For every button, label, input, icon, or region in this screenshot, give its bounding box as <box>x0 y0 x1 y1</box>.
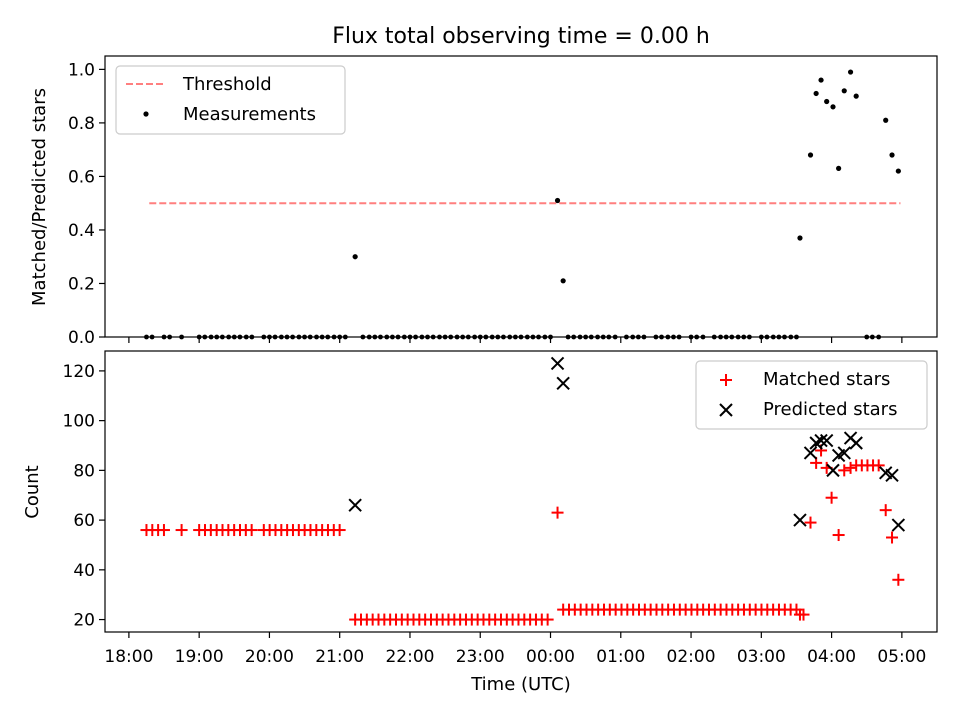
measurement-point <box>807 152 814 158</box>
bottom-x-ticks: 18:00 19:00 20:00 21:00 22:00 23:00 00:00 01:00… <box>104 632 926 667</box>
predicted-star-point <box>819 433 834 448</box>
measurement-point <box>841 88 847 94</box>
bottom-y-tick-label: 80 <box>73 461 95 481</box>
matched-star-point <box>175 524 188 537</box>
matched-star-point <box>838 464 851 477</box>
bottom-y-tick-label: 60 <box>73 511 95 531</box>
bottom-legend-box <box>695 360 928 430</box>
bottom-x-tick-label: 00:00 <box>526 647 575 667</box>
bottom-y-tick-label: 20 <box>73 611 95 631</box>
measurement-point <box>847 69 854 75</box>
bottom-y-tick-label: 100 <box>63 412 95 432</box>
matched-star-point <box>541 613 554 626</box>
measurement-point <box>830 104 836 110</box>
predicted-star-point <box>849 436 863 450</box>
bottom-x-tick-label: 03:00 <box>737 647 786 667</box>
predicted-star-point <box>826 463 840 478</box>
measurement-point <box>895 168 901 174</box>
predicted-star-point <box>814 433 828 448</box>
bottom-x-tick-label: 22:00 <box>385 647 434 667</box>
measurement-point <box>554 197 561 204</box>
top-plot-frame <box>104 55 938 338</box>
bottom-x-tick-label: 05:00 <box>877 647 926 667</box>
matched-star-point <box>892 573 905 586</box>
measurement-point <box>560 278 566 284</box>
predicted-star-point <box>837 446 851 460</box>
bottom-x-tick-label: 19:00 <box>175 647 224 667</box>
matched-star-point <box>797 608 810 621</box>
legend-threshold-label: Threshold <box>182 74 272 95</box>
bottom-y-tick-label: 120 <box>63 362 95 382</box>
legend-predicted-label: Predicted stars <box>763 399 897 420</box>
top-title: Flux total observing time = 0.00 h <box>332 24 710 49</box>
top-y-tick-label: 0.8 <box>68 114 95 134</box>
legend-measurements-label: Measurements <box>183 104 316 125</box>
legend-matched-swatch <box>720 374 732 386</box>
bottom-x-tick-label: 21:00 <box>315 647 364 667</box>
predicted-star-point <box>556 376 570 391</box>
top-y-tick-label: 0.6 <box>68 167 95 187</box>
matched-star-point <box>872 459 885 472</box>
bottom-y-axis-label: Count <box>22 465 43 518</box>
measurement-point <box>836 165 842 171</box>
measurement-point <box>352 254 358 260</box>
matched-star-point <box>844 461 857 474</box>
bottom-x-tick-label: 20:00 <box>245 647 294 667</box>
predicted-star-point <box>550 356 565 371</box>
top-y-ticks: 0.0 0.2 0.4 0.6 0.8 1.0 <box>68 60 105 348</box>
bottom-panel: 20 40 60 80 100 120 18:00 19:00 20:00 21:00 22:00… <box>22 350 938 695</box>
bottom-x-tick-label: 01:00 <box>596 647 645 667</box>
bottom-x-tick-label: 02:00 <box>667 647 716 667</box>
measurement-point <box>813 90 819 97</box>
predicted-star-point <box>885 468 899 483</box>
top-y-tick-label: 0.4 <box>68 221 95 241</box>
bottom-x-tick-label: 18:00 <box>104 647 153 667</box>
bottom-y-tick-label: 40 <box>73 561 95 581</box>
legend-measurements-swatch <box>143 111 149 117</box>
matched-star-point <box>804 516 817 529</box>
bottom-plot-frame <box>104 350 938 633</box>
top-y-tick-label: 0.2 <box>68 274 95 294</box>
top-legend-box <box>115 65 346 135</box>
predicted-star-point <box>803 446 818 460</box>
matched-star-point <box>551 506 564 519</box>
top-y-axis-label: Matched/Predicted stars <box>29 88 50 306</box>
matched-star-point <box>245 524 258 537</box>
measurement-point <box>889 152 895 158</box>
bottom-x-axis-label: Time (UTC) <box>470 674 571 695</box>
bottom-x-tick-label: 23:00 <box>456 647 505 667</box>
matched-star-point <box>879 504 892 517</box>
bottom-y-ticks: 20 40 60 80 100 120 <box>63 362 105 631</box>
matched-star-point <box>832 529 845 542</box>
predicted-star-point <box>891 518 906 532</box>
measurement-point <box>883 117 889 123</box>
matched-star-point <box>886 531 899 544</box>
bottom-x-tick-label: 04:00 <box>807 647 856 667</box>
measurement-point <box>853 93 859 99</box>
measurement-point <box>818 77 824 83</box>
top-panel: Flux total observing time = 0.00 h 0.00.… <box>29 24 938 348</box>
top-legend: Threshold Measurements <box>115 65 346 135</box>
predicted-star-point <box>793 513 807 527</box>
legend-matched-label: Matched stars <box>763 369 890 390</box>
bottom-legend: Matched stars Predicted stars <box>695 360 928 430</box>
predicted-star-point <box>348 498 362 512</box>
measurement-point <box>824 98 830 105</box>
matched-star-point <box>333 524 346 537</box>
matched-star-point <box>825 491 838 504</box>
top-y-tick-label: 0.0 <box>68 328 95 348</box>
measurement-point <box>797 235 803 241</box>
top-y-tick-label: 1.0 <box>68 60 95 80</box>
legend-predicted-swatch <box>719 403 733 417</box>
count-points <box>140 356 906 626</box>
matched-star-point <box>157 524 170 537</box>
